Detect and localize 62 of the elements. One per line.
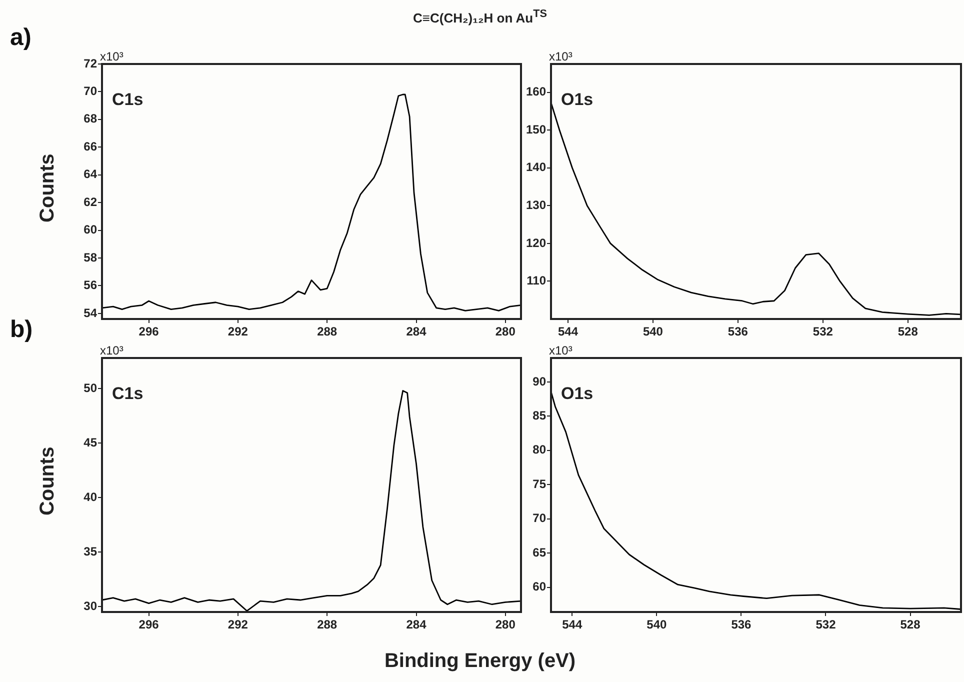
y-tick-label: 70 (84, 84, 98, 98)
annotation: C1s (112, 90, 144, 110)
text: x10³ (549, 343, 572, 358)
x-tick-label: 544 (562, 618, 582, 632)
y-tick-label: 40 (84, 490, 98, 504)
x-tick-label: 536 (731, 618, 752, 632)
text: x10³ (100, 49, 124, 64)
x-axis-title: Binding Energy (eV) (384, 650, 576, 673)
text: a) (10, 24, 32, 52)
x-tick-label: 296 (138, 618, 160, 632)
text: x10³ (549, 49, 572, 64)
y-tick-label: 58 (84, 250, 98, 264)
x-tick-label: 532 (816, 618, 836, 632)
x-tick-label: 284 (406, 618, 427, 632)
annotation: C1s (112, 384, 144, 404)
x-tick-label: 540 (642, 324, 664, 339)
y-tick-label: 60 (532, 580, 546, 594)
annotation: O1s (561, 90, 594, 110)
annotation: O1s (561, 384, 594, 404)
x-tick-label: 292 (228, 324, 248, 339)
x-tick-label: 536 (728, 324, 748, 339)
y-tick-label: 50 (84, 380, 98, 395)
y-tick-label: 30 (84, 598, 98, 613)
y-tick-label: 75 (532, 476, 546, 491)
y-tick-label: 110 (526, 274, 546, 288)
y-tick-label: 54 (84, 306, 98, 320)
x-tick-label: 288 (317, 324, 338, 339)
x-tick-label: 528 (900, 618, 921, 632)
x-tick-label: 540 (646, 618, 667, 632)
x-tick-label: 292 (228, 618, 248, 632)
y-tick-label: 45 (84, 435, 98, 450)
y-tick-label: 130 (526, 198, 546, 212)
y-tick-label: 70 (532, 511, 546, 526)
y-tick-label: 65 (532, 545, 546, 560)
y-tick-label: 90 (532, 374, 546, 388)
x-tick-label: 284 (406, 324, 427, 339)
x-tick-label: 280 (495, 618, 516, 632)
y-tick-label: 72 (84, 56, 98, 70)
y-tick-label: 62 (84, 194, 98, 209)
y-axis-title: Counts (36, 153, 60, 222)
y-tick-label: 160 (526, 84, 546, 99)
x-tick-label: 296 (138, 324, 160, 339)
chart-title: C≡C(CH₂)₁₂H on Au$^{TS}$ (413, 8, 547, 26)
x-tick-label: 544 (558, 324, 578, 339)
y-tick-label: 66 (84, 139, 98, 154)
x-tick-label: 532 (812, 324, 834, 339)
x-tick-label: 288 (317, 618, 338, 632)
y-tick-label: 85 (532, 408, 546, 423)
y-tick-label: 68 (84, 112, 98, 126)
y-tick-label: 80 (532, 442, 546, 457)
x-tick-label: 528 (898, 324, 918, 339)
y-tick-label: 64 (84, 167, 98, 182)
y-tick-label: 56 (84, 278, 98, 292)
y-tick-label: 60 (84, 222, 98, 237)
y-tick-label: 150 (526, 122, 546, 136)
text: x10³ (100, 343, 124, 358)
text: b) (10, 316, 33, 344)
y-tick-label: 140 (526, 160, 546, 174)
y-axis-title: Counts (36, 446, 60, 516)
y-tick-label: 120 (526, 236, 546, 250)
x-tick-label: 280 (495, 324, 516, 339)
y-tick-label: 35 (84, 544, 98, 558)
